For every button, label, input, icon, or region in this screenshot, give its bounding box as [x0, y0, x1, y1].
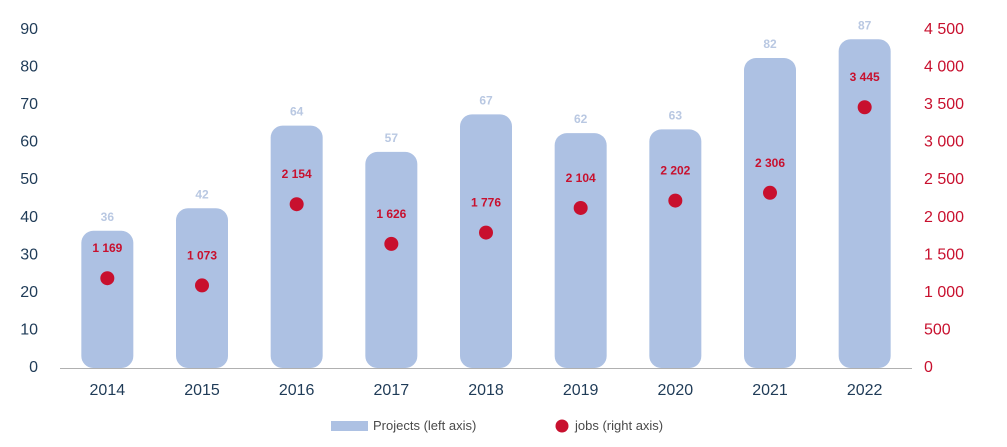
point-value-label: 1 169: [92, 241, 122, 255]
data-point: [763, 185, 777, 200]
data-point: [573, 200, 588, 215]
point-value-label: 2 104: [566, 171, 596, 185]
y-left-tick-label: 80: [20, 59, 38, 76]
bar: [460, 114, 512, 368]
bar-value-label: 57: [385, 131, 399, 145]
bar-value-label: 67: [479, 93, 493, 107]
x-tick-label: 2020: [658, 382, 694, 399]
y-right-tick-label: 3 500: [924, 96, 964, 113]
x-tick-label: 2016: [279, 382, 315, 399]
legend-swatch-projects: [331, 421, 368, 431]
point-value-label: 1 073: [187, 248, 217, 262]
x-tick-label: 2018: [468, 382, 504, 399]
data-point: [289, 197, 304, 212]
bar-value-label: 42: [195, 187, 209, 201]
y-right-tick-label: 2 500: [924, 171, 964, 188]
legend-label-jobs: jobs (right axis): [574, 418, 663, 433]
data-point: [857, 100, 872, 115]
bar: [554, 133, 607, 368]
data-point: [100, 271, 115, 286]
point-value-label: 3 445: [850, 70, 880, 84]
bar-value-label: 36: [101, 210, 115, 224]
bar-value-label: 62: [574, 112, 588, 126]
point-value-label: 2 154: [282, 167, 312, 181]
y-left-tick-label: 70: [20, 96, 38, 113]
bar: [270, 125, 323, 369]
y-left-tick-label: 60: [20, 134, 38, 151]
bar: [744, 58, 796, 369]
y-left-tick-label: 0: [29, 359, 38, 376]
y-right-tick-label: 3 000: [924, 134, 964, 151]
bar: [838, 39, 891, 369]
y-right-tick-label: 1 000: [924, 284, 964, 301]
bar-value-label: 82: [763, 37, 777, 51]
point-value-label: 1 626: [376, 207, 406, 221]
y-right-tick-label: 0: [924, 359, 933, 376]
bar-value-label: 63: [669, 108, 683, 122]
y-right-tick-label: 4 500: [924, 21, 964, 38]
data-point: [195, 278, 209, 293]
legend-swatch-jobs: [555, 419, 569, 433]
x-tick-label: 2022: [847, 382, 883, 399]
point-value-label: 2 306: [755, 156, 785, 170]
y-left-tick-label: 40: [20, 209, 38, 226]
y-left-tick-label: 30: [20, 246, 38, 263]
data-point: [479, 225, 493, 240]
data-point: [384, 236, 399, 251]
bar-value-label: 87: [858, 18, 872, 32]
y-right-tick-label: 2 000: [924, 209, 964, 226]
x-tick-label: 2021: [752, 382, 788, 399]
bar: [365, 151, 418, 368]
y-left-tick-label: 20: [20, 284, 38, 301]
point-value-label: 2 202: [660, 164, 690, 178]
x-tick-label: 2014: [90, 382, 126, 399]
legend-label-projects: Projects (left axis): [373, 418, 476, 433]
bar: [649, 129, 702, 368]
y-right-tick-label: 500: [924, 321, 951, 338]
data-point: [668, 193, 683, 208]
x-tick-label: 2017: [374, 382, 410, 399]
x-tick-label: 2015: [184, 382, 220, 399]
bar: [81, 230, 134, 368]
y-right-tick-label: 1 500: [924, 246, 964, 263]
y-right-tick-label: 4 000: [924, 59, 964, 76]
y-left-tick-label: 50: [20, 171, 38, 188]
point-value-label: 1 776: [471, 196, 501, 210]
bar-value-label: 64: [290, 105, 304, 119]
y-left-tick-label: 90: [20, 21, 38, 38]
y-left-tick-label: 10: [20, 321, 38, 338]
x-tick-label: 2019: [563, 382, 599, 399]
